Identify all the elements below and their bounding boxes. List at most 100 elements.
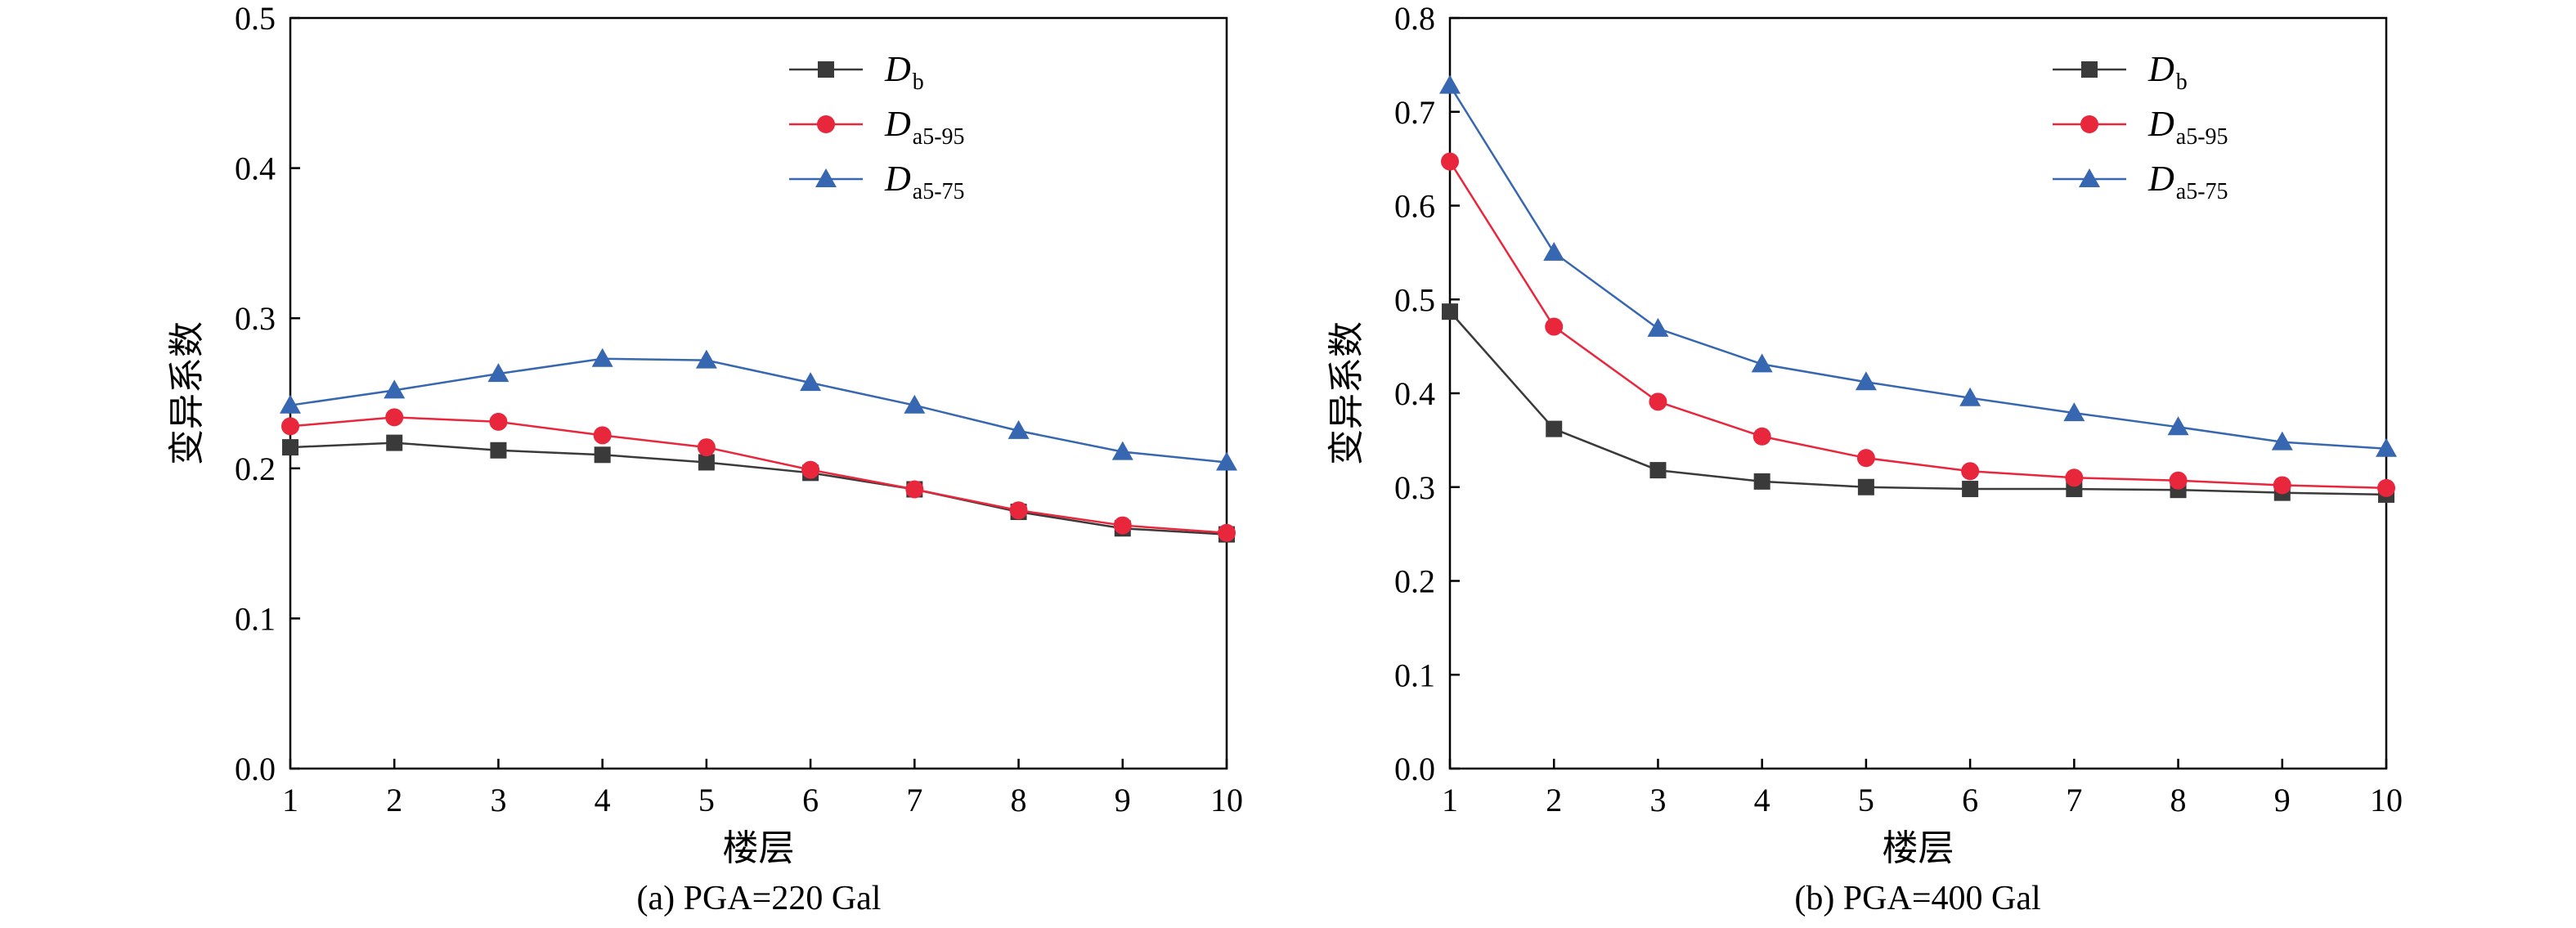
x-tick-label: 7 (2066, 782, 2082, 818)
legend-entry: Da5-75 (789, 159, 965, 204)
y-tick-label: 0.1 (1394, 657, 1435, 693)
data-point (2273, 476, 2291, 495)
y-tick-label: 0.6 (1394, 188, 1435, 225)
data-point (695, 349, 717, 369)
data-point (281, 417, 299, 436)
series-line (1448, 84, 2387, 450)
x-tick-label: 10 (1210, 782, 1243, 818)
x-axis-title: 楼层 (723, 828, 795, 868)
x-tick-label: 2 (1546, 782, 1562, 818)
data-point (1647, 317, 1669, 337)
series-a5-75 (280, 347, 1237, 471)
series-line (289, 357, 1227, 464)
y-axis-title: 变异系数 (1326, 321, 1367, 465)
series-line (1449, 311, 2387, 496)
data-point (2063, 402, 2085, 422)
y-tick-label: 0.2 (1394, 563, 1435, 600)
legend-marker (2081, 61, 2098, 78)
data-point (2167, 416, 2189, 436)
y-tick-label: 0.5 (235, 0, 276, 37)
x-tick-label: 8 (1011, 782, 1027, 818)
y-axis-title: 变异系数 (167, 321, 207, 465)
series-a5-75 (1439, 74, 2397, 457)
data-point (489, 412, 508, 431)
x-tick-label: 5 (1858, 782, 1874, 818)
data-point (386, 434, 403, 451)
x-tick-label: 8 (2170, 782, 2187, 818)
x-tick-label: 1 (282, 782, 298, 818)
x-tick-label: 5 (698, 782, 715, 818)
data-point (1441, 152, 1459, 171)
y-tick-label: 0.7 (1394, 94, 1435, 131)
legend-marker (818, 61, 834, 78)
x-tick-label: 6 (1962, 782, 1978, 818)
data-point (1961, 462, 1980, 481)
data-point (1855, 371, 1877, 391)
series-a5-95 (1441, 152, 2395, 497)
data-point (594, 446, 611, 464)
data-point (591, 347, 613, 367)
data-point (384, 379, 406, 399)
legend-marker (2079, 168, 2100, 187)
legend-entry: Da5-75 (2053, 159, 2228, 204)
data-point (1543, 241, 1565, 261)
x-tick-label: 7 (906, 782, 922, 818)
data-point (1649, 392, 1667, 411)
data-point (1649, 462, 1667, 479)
data-point (1545, 317, 1564, 336)
chart-b: 0.0 0.1 0.2 0.3 0.4 0.5 0.6 0.7 0.8 1 2 3 4 5 6 7 8 9 10 楼层… (1326, 0, 2403, 917)
data-point (1009, 501, 1028, 520)
series-line (289, 442, 1227, 536)
series-a5-95 (281, 408, 1236, 542)
data-point (1546, 420, 1563, 437)
data-point (1959, 387, 1981, 406)
data-point (1008, 419, 1030, 439)
legend-label: Da5-75 (884, 159, 965, 204)
y-tick-label: 0.0 (1394, 751, 1435, 787)
data-point (800, 372, 822, 392)
legend-entry: Db (2053, 49, 2188, 95)
data-point (2376, 437, 2397, 457)
data-point (1753, 473, 1770, 490)
data-point (697, 438, 716, 457)
plot-frame (1448, 16, 2388, 770)
data-point (1113, 516, 1132, 535)
data-point (1856, 449, 1875, 468)
data-point (280, 394, 301, 414)
data-point (593, 426, 612, 445)
legend-label: Da5-95 (884, 104, 965, 150)
data-point (385, 408, 404, 427)
legend-label: Da5-75 (2147, 159, 2228, 204)
data-point (2065, 468, 2084, 487)
x-tick-label: 6 (802, 782, 819, 818)
y-tick-label: 0.4 (235, 150, 276, 187)
legend-marker (817, 115, 835, 133)
legend-entry: Da5-95 (789, 104, 965, 150)
legend-label: Da5-95 (2147, 104, 2228, 150)
chart-a: 0.0 0.1 0.2 0.3 0.4 0.5 1 2 3 4 5 6 7 8 9 10 楼层 变异系数 (a) P… (167, 0, 1243, 917)
x-tick-label: 4 (595, 782, 611, 818)
series-b (1442, 303, 2394, 503)
y-tick-label: 0.8 (1394, 0, 1435, 37)
data-point (487, 363, 509, 383)
x-tick-label: 9 (1115, 782, 1131, 818)
x-tick-label: 3 (1649, 782, 1666, 818)
x-tick-label: 2 (386, 782, 402, 818)
series-b (282, 434, 1235, 543)
data-point (1442, 303, 1458, 321)
legend-entry: Db (789, 49, 924, 95)
data-point (490, 442, 507, 459)
chart-caption: (b) PGA=400 Gal (1794, 880, 2040, 917)
data-point (698, 454, 715, 471)
data-point (2377, 478, 2395, 497)
y-tick-label: 0.0 (235, 751, 276, 787)
data-point (1216, 451, 1237, 471)
series-line (289, 416, 1227, 534)
y-tick-label: 0.4 (1394, 375, 1435, 412)
data-point (801, 460, 820, 479)
y-tick-label: 0.3 (235, 300, 276, 337)
data-point (2169, 471, 2188, 490)
x-axis-title: 楼层 (1883, 828, 1954, 868)
legend-marker (2080, 115, 2098, 133)
y-tick-label: 0.2 (235, 451, 276, 487)
